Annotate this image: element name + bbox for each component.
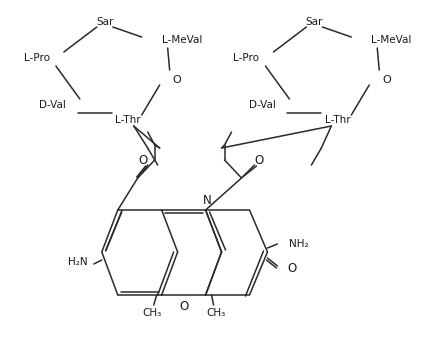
Text: CH₃: CH₃ <box>142 308 161 318</box>
Text: N: N <box>203 194 212 207</box>
Text: O: O <box>173 75 181 85</box>
Text: O: O <box>287 261 297 274</box>
Text: D-Val: D-Val <box>39 100 66 110</box>
Text: L-Thr: L-Thr <box>115 115 140 125</box>
Text: O: O <box>255 153 264 166</box>
Text: H₂N: H₂N <box>68 257 88 267</box>
Text: CH₃: CH₃ <box>206 308 225 318</box>
Text: L-Pro: L-Pro <box>24 53 50 63</box>
Text: L-MeVal: L-MeVal <box>162 35 202 45</box>
Text: D-Val: D-Val <box>249 100 275 110</box>
Text: L-MeVal: L-MeVal <box>371 35 412 45</box>
Text: L-Pro: L-Pro <box>233 53 259 63</box>
Text: Sar: Sar <box>306 17 323 27</box>
Text: NH₂: NH₂ <box>289 239 309 249</box>
Text: O: O <box>138 153 147 166</box>
Text: O: O <box>382 75 391 85</box>
Text: Sar: Sar <box>96 17 113 27</box>
Text: L-Thr: L-Thr <box>324 115 350 125</box>
Text: O: O <box>179 301 188 314</box>
